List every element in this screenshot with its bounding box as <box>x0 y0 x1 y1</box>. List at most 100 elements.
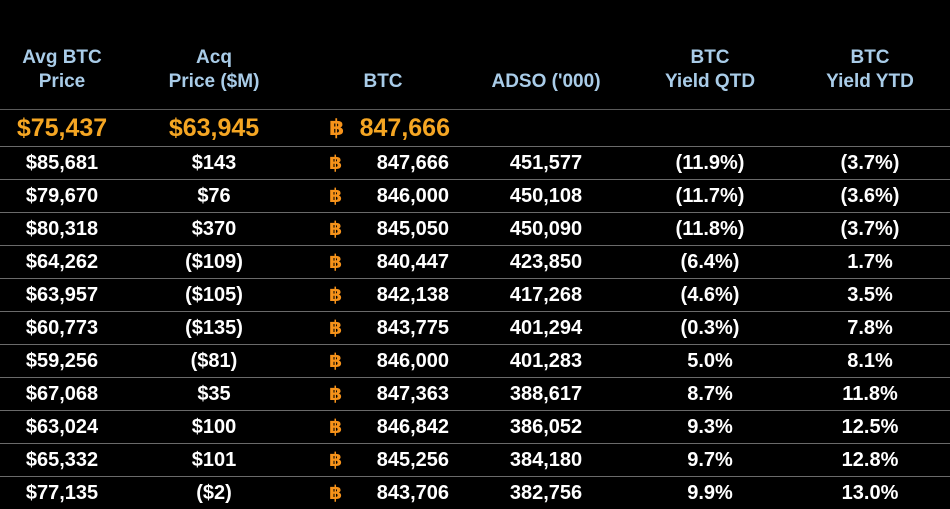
btc-value: 846,842 <box>377 416 449 439</box>
header-line: Acq <box>124 46 304 70</box>
btc-value: 842,138 <box>377 284 449 307</box>
bitcoin-icon: ฿ <box>329 449 342 471</box>
header-line: BTC <box>790 46 950 70</box>
btc-yield-ytd-cell: 8.1% <box>790 345 950 378</box>
avg-btc-price-cell: $63,957 <box>0 279 124 312</box>
btc-yield-qtd-cell: (6.4%) <box>630 246 790 279</box>
avg-btc-price-cell: $80,318 <box>0 213 124 246</box>
avg-btc-price-cell: $64,262 <box>0 246 124 279</box>
btc-value: 843,706 <box>377 482 449 505</box>
bitcoin-icon: ฿ <box>329 350 342 372</box>
btc-yield-qtd-cell: (11.8%) <box>630 213 790 246</box>
acq-price-cell: $76 <box>124 180 304 213</box>
avg-btc-price-cell: $60,773 <box>0 312 124 345</box>
acq-price-cell: $101 <box>124 444 304 477</box>
bitcoin-icon: ฿ <box>329 152 342 174</box>
summary-acq-price: $63,945 <box>124 110 304 147</box>
adso-cell: 423,850 <box>462 246 630 279</box>
header-adso: ADSO ('000) <box>462 0 630 110</box>
adso-cell: 386,052 <box>462 411 630 444</box>
adso-cell: 417,268 <box>462 279 630 312</box>
avg-btc-price-cell: $77,135 <box>0 477 124 509</box>
adso-cell: 450,108 <box>462 180 630 213</box>
header-btc-yield-qtd: BTC Yield QTD <box>630 0 790 110</box>
btc-yield-qtd-cell: 8.7% <box>630 378 790 411</box>
bitcoin-icon: ฿ <box>329 116 344 141</box>
btc-value: 846,000 <box>377 185 449 208</box>
header-btc: BTC <box>304 0 462 110</box>
bitcoin-icon: ฿ <box>329 383 342 405</box>
header-line: Yield YTD <box>790 70 950 94</box>
acq-price-cell: $143 <box>124 147 304 180</box>
btc-cell: ฿ 847,363 <box>304 378 462 411</box>
acq-price-cell: ($109) <box>124 246 304 279</box>
header-line: ADSO ('000) <box>462 70 630 94</box>
btc-value: 843,775 <box>377 317 449 340</box>
acq-price-cell: $35 <box>124 378 304 411</box>
adso-cell: 388,617 <box>462 378 630 411</box>
btc-cell: ฿ 847,666 <box>304 147 462 180</box>
summary-empty-cell <box>790 110 950 147</box>
btc-yield-qtd-cell: 9.7% <box>630 444 790 477</box>
avg-btc-price-cell: $85,681 <box>0 147 124 180</box>
btc-yield-qtd-cell: (11.9%) <box>630 147 790 180</box>
btc-yield-ytd-cell: (3.7%) <box>790 213 950 246</box>
bitcoin-icon: ฿ <box>329 284 342 306</box>
btc-yield-ytd-cell: 12.8% <box>790 444 950 477</box>
btc-yield-ytd-cell: 3.5% <box>790 279 950 312</box>
btc-yield-ytd-cell: 7.8% <box>790 312 950 345</box>
acq-price-cell: $370 <box>124 213 304 246</box>
summary-row: $75,437 $63,945 ฿ 847,666 <box>0 110 950 147</box>
summary-empty-cell <box>630 110 790 147</box>
bitcoin-icon: ฿ <box>329 416 342 438</box>
header-line: Price ($M) <box>124 70 304 94</box>
adso-cell: 401,294 <box>462 312 630 345</box>
bitcoin-icon: ฿ <box>329 251 342 273</box>
header-avg-btc-price: Avg BTC Price <box>0 0 124 110</box>
btc-value: 845,256 <box>377 449 449 472</box>
btc-yield-qtd-cell: 5.0% <box>630 345 790 378</box>
adso-cell: 382,756 <box>462 477 630 509</box>
btc-cell: ฿840,447 <box>304 246 462 279</box>
bitcoin-icon: ฿ <box>329 218 342 240</box>
btc-yield-qtd-cell: (11.7%) <box>630 180 790 213</box>
btc-yield-qtd-cell: (0.3%) <box>630 312 790 345</box>
avg-btc-price-cell: $67,068 <box>0 378 124 411</box>
acq-price-cell: ($81) <box>124 345 304 378</box>
btc-cell: ฿845,050 <box>304 213 462 246</box>
btc-value: 847,363 <box>377 383 449 406</box>
header-line: BTC <box>304 70 462 94</box>
adso-cell: 384,180 <box>462 444 630 477</box>
header-line: BTC <box>630 46 790 70</box>
btc-yield-ytd-cell: 11.8% <box>790 378 950 411</box>
btc-value: 846,000 <box>377 350 449 373</box>
btc-yield-ytd-cell: (3.6%) <box>790 180 950 213</box>
summary-btc-value: 847,666 <box>360 114 450 143</box>
adso-cell: 450,090 <box>462 213 630 246</box>
acq-price-cell: $100 <box>124 411 304 444</box>
summary-empty-cell <box>462 110 630 147</box>
btc-yield-qtd-cell: 9.9% <box>630 477 790 509</box>
header-acq-price: Acq Price ($M) <box>124 0 304 110</box>
summary-btc-cell: ฿ 847,666 <box>304 110 462 147</box>
bitcoin-icon: ฿ <box>329 317 342 339</box>
header-line: Price <box>0 70 124 94</box>
summary-avg-btc-price: $75,437 <box>0 110 124 147</box>
btc-yield-qtd-cell: 9.3% <box>630 411 790 444</box>
btc-yield-ytd-cell: 1.7% <box>790 246 950 279</box>
bitcoin-icon: ฿ <box>329 185 342 207</box>
btc-yield-ytd-cell: (3.7%) <box>790 147 950 180</box>
btc-value: 847,666 <box>377 152 449 175</box>
avg-btc-price-cell: $63,024 <box>0 411 124 444</box>
